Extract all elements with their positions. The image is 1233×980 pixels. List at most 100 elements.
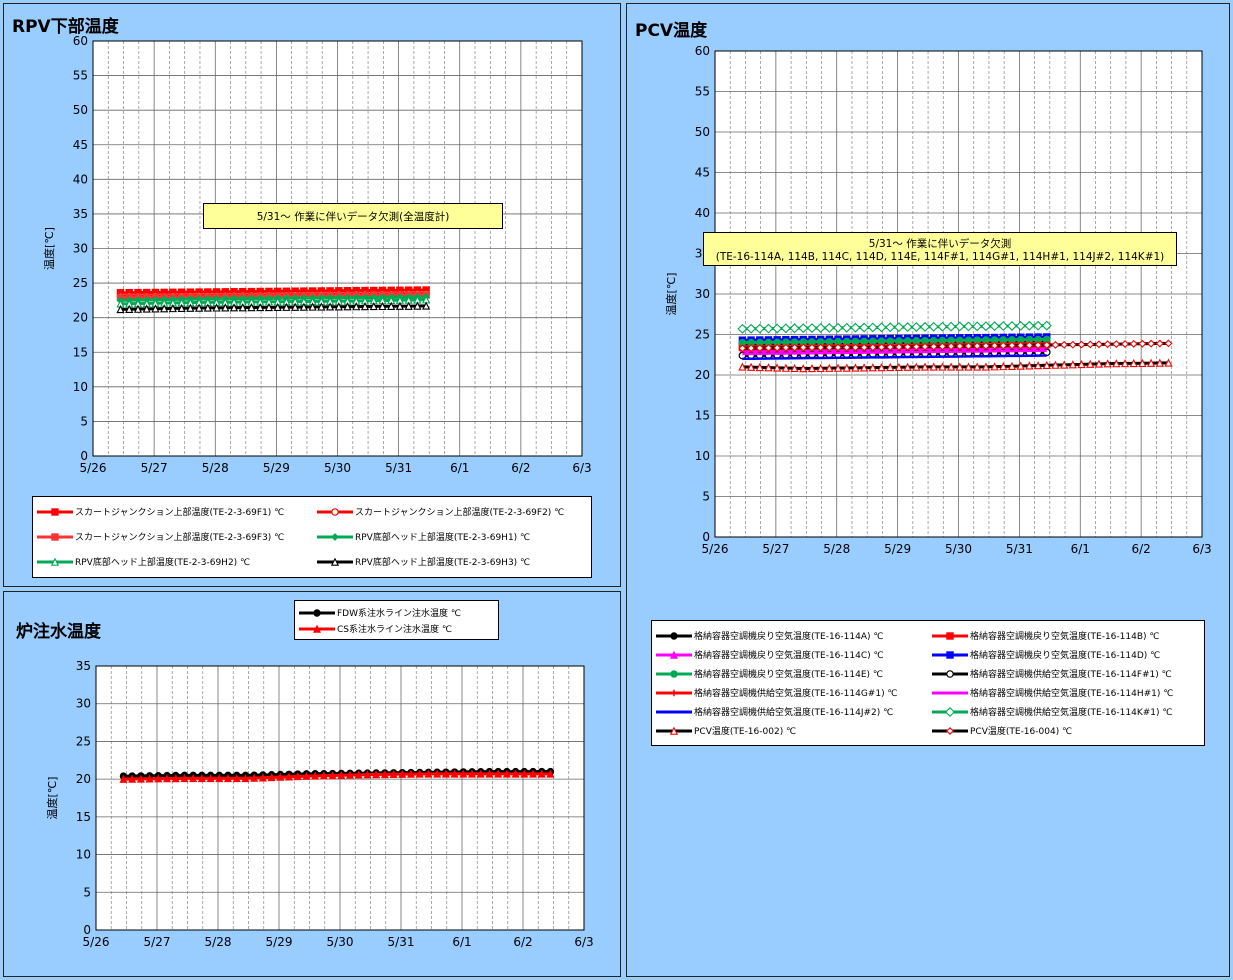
- data-point: [841, 322, 852, 333]
- data-point: [893, 322, 904, 333]
- legend-swatch: [37, 507, 73, 516]
- data-point: [868, 343, 877, 352]
- legend-label: PCV温度(TE-16-002) ℃: [694, 727, 797, 737]
- data-point: [833, 322, 844, 333]
- legend-entry: RPV底部ヘッド上部温度(TE-2-3-69H2) ℃: [37, 555, 250, 568]
- y-tick-label: 15: [73, 345, 88, 359]
- legend-entry: 格納容器空調機戻り空気温度(TE-16-114E) ℃: [656, 667, 883, 680]
- y-tick-label: 15: [76, 810, 91, 824]
- data-point: [781, 343, 790, 352]
- legend-entry: スカートジャンクション上部温度(TE-2-3-69F3) ℃: [37, 530, 284, 543]
- data-point: [476, 769, 485, 778]
- data-point: [250, 773, 259, 782]
- data-point: [807, 343, 816, 352]
- data-point: [920, 362, 930, 371]
- data-point: [1094, 359, 1104, 368]
- x-tick-label: 5/29: [266, 935, 293, 949]
- data-point: [1103, 340, 1112, 349]
- data-point: [1164, 358, 1173, 367]
- data-point: [1060, 360, 1069, 369]
- data-point: [1138, 358, 1147, 367]
- data-point: [494, 769, 503, 778]
- data-point: [1086, 359, 1095, 368]
- y-tick-label: 0: [702, 530, 710, 544]
- data-point: [186, 303, 195, 312]
- data-point: [964, 362, 973, 371]
- data-point: [450, 769, 459, 778]
- legend-swatch: [932, 706, 968, 717]
- data-point: [468, 769, 477, 778]
- data-point: [902, 322, 913, 333]
- data-point: [325, 302, 335, 311]
- rpv-chart: 0 5 10 15 20 25 30 35 40 45 50 55 60 5/26 5/27 5/28 5/29…: [42, 34, 592, 475]
- data-point: [755, 344, 764, 353]
- data-point: [1129, 358, 1138, 368]
- data-point: [1007, 361, 1017, 370]
- data-point: [834, 343, 843, 352]
- data-point: [1155, 339, 1164, 348]
- data-point: [177, 303, 186, 313]
- data-point: [537, 769, 546, 778]
- y-tick-label: 25: [76, 734, 91, 748]
- legend-label: 格納容器空調機戻り空気温度(TE-16-114E) ℃: [694, 670, 883, 680]
- data-point: [422, 301, 431, 310]
- data-point: [119, 774, 128, 783]
- injection-title: 炉注水温度: [16, 622, 101, 642]
- data-point: [1015, 320, 1026, 331]
- data-point: [404, 301, 413, 310]
- data-point: [241, 774, 250, 783]
- data-point: [912, 362, 921, 371]
- data-point: [903, 362, 912, 371]
- x-tick-label: 6/1: [450, 461, 469, 475]
- y-tick-label: 60: [695, 44, 710, 58]
- y-tick-label: 35: [73, 207, 88, 221]
- data-point: [258, 773, 267, 782]
- x-tick-label: 6/1: [1071, 542, 1090, 556]
- legend-label: FDW系注水ライン注水温度 ℃: [337, 609, 461, 619]
- data-point: [1016, 341, 1025, 350]
- data-point: [331, 532, 339, 541]
- rpv-legend: スカートジャンクション上部温度(TE-2-3-69F1) ℃ スカートジャンクショ…: [32, 496, 592, 578]
- data-point: [738, 362, 747, 371]
- legend-entry: CS系注水ライン注水温度 ℃: [299, 622, 452, 635]
- data-point: [319, 771, 328, 780]
- data-point: [799, 343, 808, 352]
- data-point: [395, 301, 405, 310]
- injection-panel: 炉注水温度 0 5 10 15 20 25 30 35 5/26 5/27 5/28 5/29 5/30…: [3, 591, 621, 977]
- y-tick-label: 0: [80, 449, 88, 463]
- data-point: [1025, 361, 1034, 370]
- data-point: [264, 302, 274, 312]
- data-point: [267, 773, 276, 782]
- y-tick-label: 10: [73, 380, 88, 394]
- data-point: [670, 689, 678, 696]
- legend-label: 格納容器空調機戻り空気温度(TE-16-114D) ℃: [970, 651, 1161, 661]
- y-tick-label: 20: [695, 368, 710, 382]
- x-tick-label: 5/27: [762, 542, 789, 556]
- data-point: [738, 344, 747, 353]
- y-tick-label: 15: [695, 409, 710, 423]
- legend-entry: PCV温度(TE-16-002) ℃: [656, 724, 796, 737]
- y-tick-label: 5: [80, 414, 88, 428]
- plot-border: [92, 40, 583, 457]
- data-point: [520, 769, 529, 778]
- x-tick-label: 5/28: [202, 461, 229, 475]
- legend-swatch: [317, 557, 353, 566]
- y-tick-label: 30: [695, 287, 710, 301]
- data-point: [833, 363, 843, 372]
- x-tick-label: 6/3: [572, 461, 591, 475]
- legend-label: 格納容器空調機供給空気温度(TE-16-114K#1) ℃: [970, 708, 1173, 718]
- rpv-panel: RPV下部温度 0 5 10 15 20 25 30 35 40 45 50 55 60 5/26 5/27…: [3, 3, 621, 587]
- y-tick-label: 40: [73, 172, 88, 186]
- data-point: [1147, 339, 1156, 348]
- data-point: [273, 302, 282, 312]
- data-point: [886, 343, 895, 352]
- data-point: [171, 774, 180, 783]
- legend-label: スカートジャンクション上部温度(TE-2-3-69F3) ℃: [75, 533, 285, 543]
- legend-label: 格納容器空調機戻り空気温度(TE-16-114A) ℃: [694, 632, 884, 642]
- data-point: [1042, 360, 1051, 370]
- data-point: [781, 363, 790, 372]
- x-tick-label: 5/27: [144, 935, 171, 949]
- y-tick-label: 5: [83, 885, 91, 899]
- data-point: [963, 321, 974, 332]
- data-point: [378, 301, 387, 311]
